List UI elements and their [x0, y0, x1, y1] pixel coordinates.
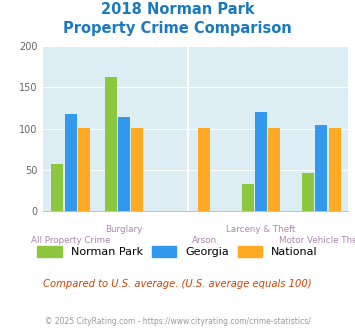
Bar [268, 128, 280, 211]
Bar [315, 125, 327, 211]
Bar [328, 128, 340, 211]
Bar [302, 173, 314, 211]
Bar [78, 128, 90, 211]
Bar [242, 184, 254, 211]
Bar [51, 164, 63, 211]
Bar [255, 112, 267, 211]
Bar [65, 114, 77, 211]
Text: Motor Vehicle Theft: Motor Vehicle Theft [279, 236, 355, 245]
Text: Compared to U.S. average. (U.S. average equals 100): Compared to U.S. average. (U.S. average … [43, 279, 312, 289]
Text: Burglary: Burglary [105, 225, 143, 234]
Text: Larceny & Theft: Larceny & Theft [226, 225, 296, 234]
Bar [118, 117, 130, 211]
Legend: Norman Park, Georgia, National: Norman Park, Georgia, National [33, 242, 322, 261]
Text: All Property Crime: All Property Crime [31, 236, 110, 245]
Text: Property Crime Comparison: Property Crime Comparison [63, 21, 292, 36]
Bar [198, 128, 210, 211]
Bar [131, 128, 143, 211]
Bar [105, 77, 117, 211]
Text: © 2025 CityRating.com - https://www.cityrating.com/crime-statistics/: © 2025 CityRating.com - https://www.city… [45, 317, 310, 326]
Text: 2018 Norman Park: 2018 Norman Park [101, 2, 254, 16]
Text: Arson: Arson [192, 236, 217, 245]
